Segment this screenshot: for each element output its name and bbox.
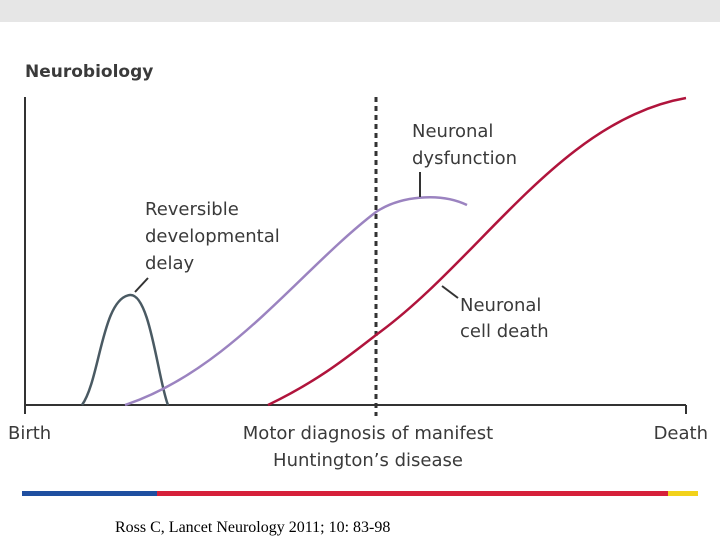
curve-label: cell death [460, 321, 549, 342]
curve-label: Neuronal [412, 121, 493, 142]
curve-label: Reversible [145, 199, 239, 220]
footer-bar-red [157, 491, 668, 496]
citation: Ross C, Lancet Neurology 2011; 10: 83-98 [115, 519, 390, 536]
axis-label: Motor diagnosis of manifest [243, 423, 493, 444]
delay-curve [80, 293, 170, 406]
dysfunction-curve [124, 195, 468, 407]
footer-bar-yellow [668, 491, 698, 496]
axis-label: Death [654, 423, 708, 444]
axes [24, 97, 687, 416]
curve-label: Neuronal [460, 295, 541, 316]
top-bar [0, 0, 720, 22]
footer-bar-blue [22, 491, 157, 496]
curve-label: dysfunction [412, 148, 517, 169]
diagram-title: Neurobiology [25, 62, 153, 82]
axis-label: Huntington’s disease [273, 450, 463, 471]
curve-label: delay [145, 253, 195, 274]
curve-label: developmental [145, 226, 280, 247]
cell-death-curve [267, 96, 687, 407]
leader-lines [134, 172, 459, 299]
axis-label: Birth [8, 423, 51, 444]
